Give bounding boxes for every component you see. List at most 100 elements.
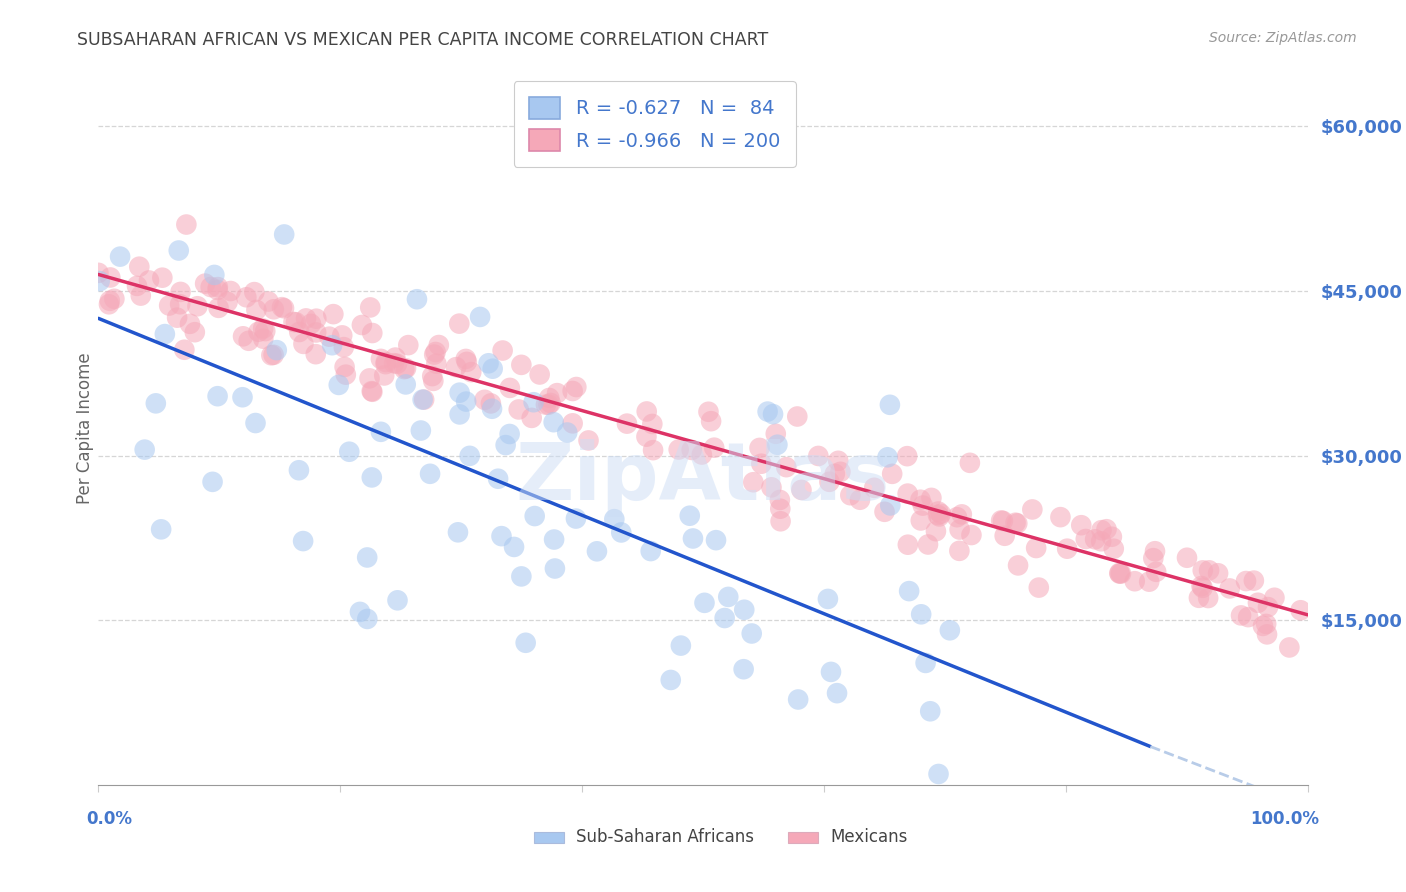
Point <box>928 509 950 524</box>
Point <box>636 430 658 444</box>
Point <box>217 295 239 310</box>
Point <box>486 472 509 486</box>
Point <box>679 508 702 523</box>
Point <box>540 396 562 410</box>
Point <box>1056 541 1078 556</box>
Point <box>498 427 520 442</box>
Point <box>939 624 962 638</box>
Point <box>1004 516 1026 530</box>
Point <box>103 292 125 306</box>
Point <box>700 414 723 428</box>
Point <box>260 348 283 362</box>
Point <box>179 317 201 331</box>
Point <box>523 509 546 524</box>
Point <box>1074 532 1097 546</box>
Point <box>395 377 418 392</box>
Point <box>669 639 692 653</box>
Point <box>201 475 224 489</box>
Point <box>449 408 471 422</box>
Point <box>896 449 918 463</box>
Point <box>129 288 152 302</box>
Point <box>219 284 242 298</box>
Point <box>578 434 600 448</box>
Point <box>1021 502 1043 516</box>
Point <box>420 369 443 384</box>
Point <box>820 665 842 679</box>
Point <box>254 324 277 338</box>
Point <box>361 384 384 399</box>
Point <box>449 317 471 331</box>
Point <box>1256 627 1278 641</box>
Point <box>207 283 229 297</box>
Point <box>807 449 830 463</box>
Point <box>332 340 354 354</box>
Point <box>876 450 898 465</box>
Point <box>318 329 340 343</box>
Point <box>910 492 932 507</box>
Point <box>98 270 121 285</box>
Point <box>616 417 638 431</box>
Point <box>925 524 948 539</box>
Point <box>373 368 395 383</box>
Point <box>1256 616 1278 631</box>
Point <box>681 442 703 457</box>
Point <box>186 299 208 313</box>
Point <box>481 361 503 376</box>
Point <box>910 607 932 622</box>
Point <box>761 480 783 494</box>
Point <box>425 345 447 359</box>
Point <box>994 529 1017 543</box>
Point <box>184 325 207 339</box>
Point <box>818 475 841 489</box>
Point <box>238 334 260 348</box>
Point <box>991 514 1014 528</box>
Point <box>460 365 482 379</box>
Point <box>713 611 735 625</box>
Point <box>481 401 503 416</box>
Point <box>882 467 904 481</box>
Point <box>285 315 308 329</box>
Point <box>305 326 328 340</box>
Point <box>370 351 392 366</box>
Point <box>766 438 789 452</box>
Point <box>458 449 481 463</box>
Point <box>733 603 755 617</box>
Point <box>920 704 942 718</box>
Point <box>948 544 970 558</box>
Point <box>742 475 765 490</box>
Text: Sub-Saharan Africans: Sub-Saharan Africans <box>576 828 754 846</box>
Point <box>555 425 578 440</box>
Point <box>690 448 713 462</box>
Point <box>1243 574 1265 588</box>
Point <box>322 307 344 321</box>
Point <box>1251 619 1274 633</box>
Point <box>427 338 450 352</box>
Point <box>243 285 266 299</box>
Point <box>1175 550 1198 565</box>
Point <box>292 337 315 351</box>
Point <box>769 492 792 507</box>
Point <box>1025 541 1047 555</box>
Point <box>1007 516 1029 531</box>
Point <box>423 348 446 362</box>
Point <box>200 280 222 294</box>
Point <box>817 591 839 606</box>
Point <box>510 569 533 583</box>
Point <box>1191 579 1213 593</box>
Point <box>748 441 770 455</box>
Point <box>169 285 191 299</box>
Point <box>1142 551 1164 566</box>
Point <box>495 438 517 452</box>
Point <box>299 317 322 331</box>
Point <box>356 550 378 565</box>
Point <box>1197 591 1219 605</box>
Point <box>166 310 188 325</box>
Point <box>703 441 725 455</box>
Point <box>202 268 225 282</box>
Point <box>374 357 396 371</box>
Point <box>257 294 280 309</box>
Point <box>873 505 896 519</box>
Point <box>370 425 392 439</box>
Point <box>422 374 444 388</box>
Text: Mexicans: Mexicans <box>830 828 907 846</box>
